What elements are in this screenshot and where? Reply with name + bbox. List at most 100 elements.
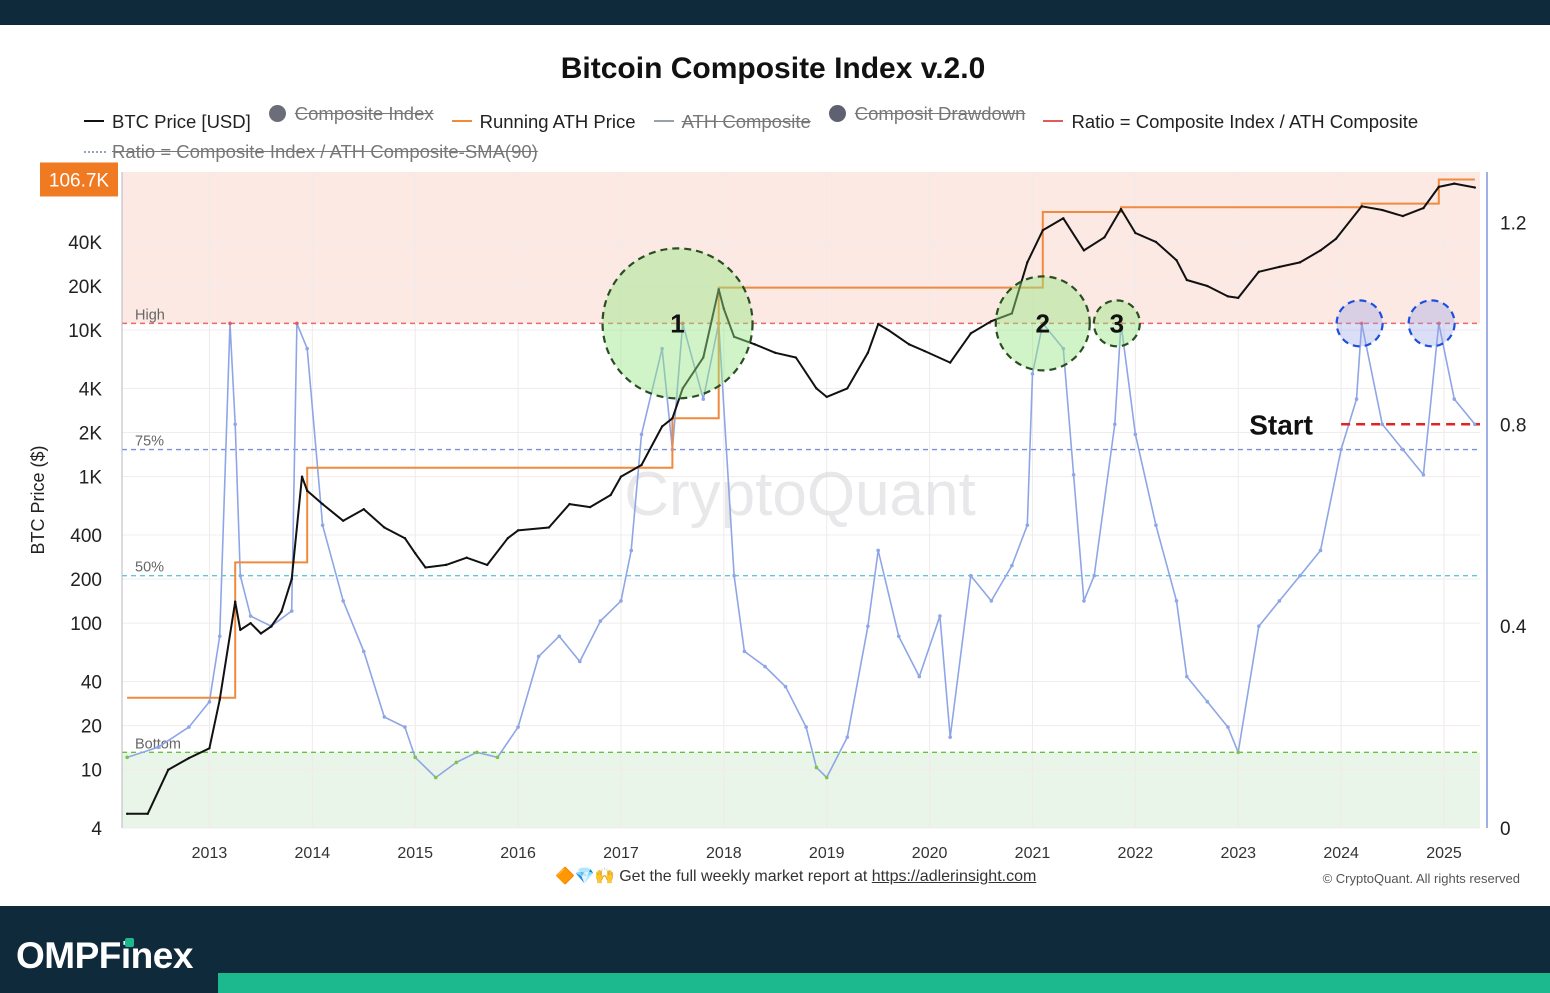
ratio-point [1380, 422, 1385, 427]
price-point [1298, 261, 1302, 264]
price-point [465, 556, 468, 559]
price-point [1422, 206, 1425, 210]
ratio-point [1421, 472, 1426, 477]
price-point [1041, 229, 1044, 232]
y2-tick-label-2: 0.8 [1500, 415, 1526, 436]
ratio-point [804, 725, 808, 729]
legend-item-2[interactable]: Running ATH Price [451, 109, 636, 134]
price-point [269, 625, 273, 628]
legend-item-6[interactable]: Ratio = Composite Index / ATH Composite-… [84, 139, 538, 164]
legend-item-3[interactable]: ATH Composite [653, 109, 811, 134]
legend-label: Composit Drawdown [854, 103, 1026, 124]
legend-item-5[interactable]: Ratio = Composite Index / ATH Composite [1043, 109, 1418, 134]
brand-logo[interactable]: OMPFinex [16, 935, 193, 977]
price-point [774, 351, 777, 355]
price-point [990, 320, 993, 323]
legend-line-icon [451, 120, 472, 122]
ratio-point [125, 755, 129, 760]
ratio-point [783, 684, 788, 689]
logo-part-1: OMPF [16, 935, 121, 976]
price-point [1473, 186, 1477, 189]
price-badge [40, 162, 118, 197]
legend-label: BTC Price [USD] [112, 110, 251, 132]
price-point [702, 356, 705, 359]
price-point [866, 351, 870, 355]
ratio-series-line [126, 322, 1476, 779]
ratio-point [1236, 750, 1241, 755]
price-point [187, 756, 191, 760]
price-point [1175, 259, 1178, 262]
price-point [341, 519, 345, 522]
price-point [414, 552, 417, 555]
price-point [1319, 249, 1322, 252]
price-point [846, 387, 849, 390]
legend-item-0[interactable]: BTC Price [USD] [84, 109, 251, 134]
ratio-point [763, 664, 767, 669]
price-point [146, 812, 149, 816]
price-point [815, 387, 818, 390]
legend-item-4[interactable]: Composit Drawdown [828, 101, 1026, 126]
price-point [1401, 214, 1405, 218]
ratio-point [382, 715, 387, 719]
price-point [722, 307, 726, 310]
ratio-point [629, 548, 634, 553]
annotation-circle-3 [1335, 299, 1384, 348]
price-badge-label: 106.7K [49, 170, 110, 191]
ratio-point [361, 649, 366, 654]
legend-item-1[interactable]: Composite Index [268, 101, 434, 126]
y-tick-label-3: 40 [81, 672, 102, 693]
ratio-point [433, 775, 438, 780]
logo-part-i: i [120, 935, 131, 976]
ratio-point [454, 760, 459, 765]
price-point [568, 502, 571, 506]
y-tick-label-4: 100 [70, 614, 102, 635]
top-bar [0, 0, 1550, 25]
price-point [1010, 312, 1014, 315]
ratio-point [1452, 397, 1457, 401]
legend-dot-icon [268, 105, 286, 122]
price-point [486, 563, 489, 567]
legend-label: Ratio = Composite Index / ATH Composite [1071, 110, 1419, 132]
emoji-badges: 🔶💎🙌 [555, 868, 615, 885]
ratio-point [238, 573, 243, 578]
x-tick-label-7: 2020 [912, 845, 948, 862]
ratio-point [701, 397, 706, 401]
ratio-point [1298, 573, 1302, 578]
bottom-zone [122, 752, 1480, 828]
footer-accent-bar [218, 973, 1550, 993]
high-zone [122, 172, 1480, 324]
price-point [1453, 182, 1456, 185]
ratio-point [824, 775, 829, 780]
price-point [640, 463, 643, 467]
ratio-point [1071, 472, 1076, 477]
price-point [1334, 237, 1338, 241]
report-link[interactable]: https://adlerinsight.com [871, 868, 1037, 885]
y-tick-label-11: 20K [68, 277, 102, 298]
band-label-0: High [135, 307, 165, 323]
legend-label: ATH Composite [681, 110, 811, 132]
price-point [1134, 231, 1137, 235]
ratio-point [1040, 321, 1045, 326]
x-tick-label-3: 2016 [500, 845, 536, 862]
annotation-label-0: 1 [670, 308, 684, 338]
price-point [383, 526, 386, 529]
legend-label: Ratio = Composite Index / ATH Composite-… [112, 141, 538, 162]
logo-part-2: nex [130, 935, 194, 976]
x-tick-label-10: 2023 [1220, 845, 1256, 862]
x-tick-label-12: 2025 [1426, 845, 1462, 862]
price-point [923, 349, 926, 353]
legend-dot-icon [828, 105, 846, 122]
annotation-label-1: 2 [1036, 308, 1050, 338]
price-point [233, 600, 237, 603]
report-note: 🔶💎🙌 Get the full weekly market report at… [555, 866, 1036, 886]
ratio-point [228, 321, 232, 326]
price-point [732, 335, 736, 339]
price-point [1154, 240, 1158, 244]
ratio-point [866, 624, 870, 628]
ratio-point [680, 321, 685, 326]
price-point [1226, 295, 1230, 298]
ratio-point [1112, 422, 1117, 427]
copyright-text: © CryptoQuant. All rights reserved [1322, 871, 1520, 886]
price-point [259, 632, 263, 635]
ratio-point [217, 634, 222, 639]
